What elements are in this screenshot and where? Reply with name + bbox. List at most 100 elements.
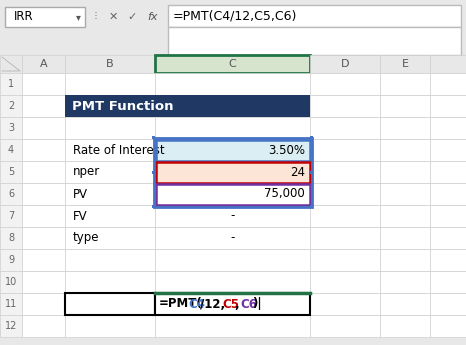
Bar (155, 205, 310, 227)
Text: 9: 9 (8, 255, 14, 265)
Bar (430, 73, 466, 95)
Bar (0, 0, 466, 55)
Text: nper: nper (73, 166, 100, 178)
Bar (430, 271, 466, 293)
Text: 12: 12 (5, 321, 17, 331)
Text: 8: 8 (8, 233, 14, 243)
Text: -: - (230, 209, 235, 223)
Bar (22, 73, 65, 95)
Bar (156, 139, 309, 160)
Text: 4: 4 (8, 145, 14, 155)
Text: 75,000: 75,000 (264, 187, 305, 200)
Bar (0, 139, 22, 161)
Bar (0, 315, 22, 337)
Bar (380, 183, 430, 205)
Text: Monthly investments: Monthly investments (73, 297, 197, 310)
Bar (65, 293, 155, 315)
Text: FV: FV (73, 209, 88, 223)
Bar (0, 271, 22, 293)
Bar (380, 271, 430, 293)
Bar (22, 227, 65, 249)
Bar (155, 293, 310, 315)
Bar (22, 293, 65, 315)
Text: PMT Function: PMT Function (72, 99, 173, 112)
Bar (22, 183, 65, 205)
Text: D: D (341, 59, 349, 69)
Bar (152, 205, 155, 208)
Text: ✕: ✕ (108, 12, 118, 22)
Bar (168, 27, 461, 55)
Bar (430, 293, 466, 315)
Bar (22, 117, 65, 139)
Bar (65, 293, 155, 315)
Bar (0, 205, 22, 227)
Bar (156, 184, 309, 205)
Text: )|: )| (252, 297, 261, 310)
Bar (310, 271, 380, 293)
Bar (310, 139, 380, 161)
Text: A: A (40, 59, 48, 69)
Bar (380, 139, 430, 161)
Bar (65, 205, 155, 227)
Text: =PMT(: =PMT( (159, 297, 203, 310)
Bar (0, 117, 22, 139)
Bar (22, 315, 65, 337)
Bar (310, 205, 380, 227)
Bar (153, 138, 311, 207)
Text: C4: C4 (188, 297, 205, 310)
Text: 1: 1 (8, 79, 14, 89)
Text: 6: 6 (8, 189, 14, 199)
Bar (155, 161, 310, 183)
Bar (310, 227, 380, 249)
Bar (22, 55, 65, 73)
Bar (430, 117, 466, 139)
Bar (65, 73, 155, 95)
Bar (155, 139, 310, 161)
Bar (65, 227, 155, 249)
Bar (156, 161, 309, 183)
Bar (22, 271, 65, 293)
Text: /12,: /12, (199, 297, 225, 310)
Text: 2: 2 (8, 101, 14, 111)
Bar (430, 161, 466, 183)
Bar (22, 205, 65, 227)
Bar (380, 227, 430, 249)
Bar (310, 73, 380, 95)
Bar (155, 271, 310, 293)
Bar (155, 183, 310, 205)
Bar (65, 95, 310, 117)
Bar (65, 183, 155, 205)
Text: 3: 3 (8, 123, 14, 133)
Text: PV: PV (73, 187, 88, 200)
Bar (155, 249, 310, 271)
Bar (65, 117, 155, 139)
Bar (152, 136, 155, 139)
Bar (152, 170, 155, 174)
Bar (155, 73, 310, 95)
Text: =PMT(C4/12,C5,C6): =PMT(C4/12,C5,C6) (173, 10, 297, 22)
Bar (310, 161, 380, 183)
Bar (0, 293, 22, 315)
Text: ⁝: ⁝ (94, 10, 98, 23)
Text: Rate of Interest: Rate of Interest (73, 144, 164, 157)
Bar (155, 55, 310, 73)
Bar (380, 73, 430, 95)
Bar (155, 161, 310, 183)
Bar (22, 95, 65, 117)
Bar (310, 293, 380, 315)
Bar (155, 315, 310, 337)
Bar (430, 183, 466, 205)
Bar (0, 183, 22, 205)
Bar (0, 73, 22, 95)
Bar (22, 139, 65, 161)
FancyBboxPatch shape (5, 7, 85, 27)
Bar (310, 249, 380, 271)
Bar (155, 95, 310, 117)
Bar (380, 249, 430, 271)
Text: B: B (106, 59, 114, 69)
Text: E: E (402, 59, 409, 69)
Text: 3.50%: 3.50% (268, 144, 305, 157)
Bar (0, 55, 22, 73)
Bar (380, 293, 430, 315)
Text: 11: 11 (5, 299, 17, 309)
